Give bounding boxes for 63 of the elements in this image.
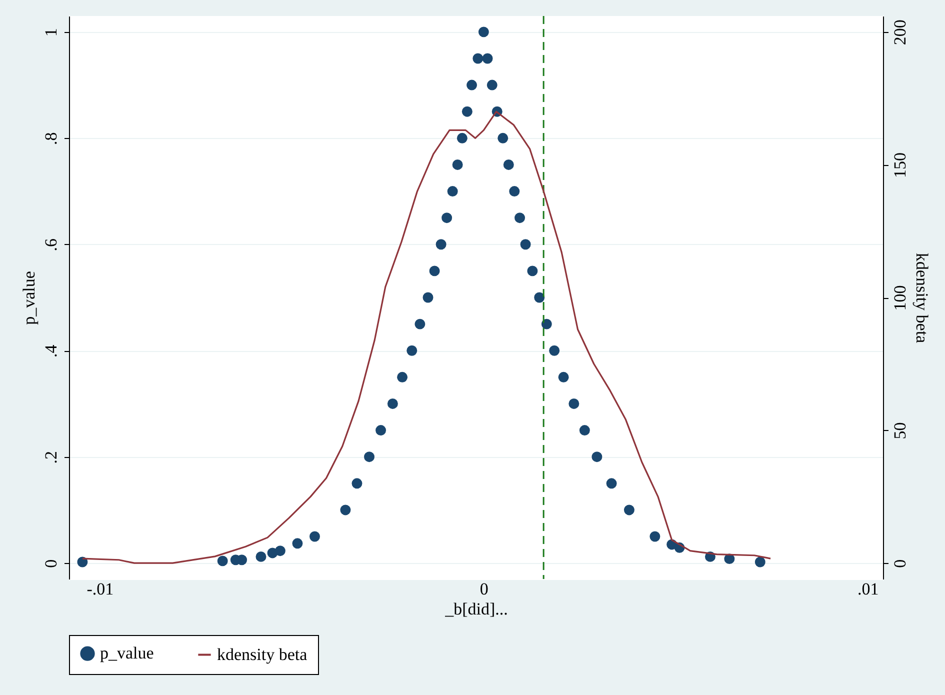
point [498, 132, 508, 144]
point [472, 53, 484, 64]
point [217, 556, 228, 566]
point [414, 318, 426, 330]
point [436, 239, 446, 250]
point [352, 478, 362, 489]
point [309, 531, 320, 542]
y-tick-label: .8 [42, 132, 60, 146]
point [452, 159, 463, 170]
point [549, 345, 560, 356]
point [541, 318, 552, 330]
y-tick-label: .6 [42, 238, 60, 252]
point [397, 372, 408, 382]
point [478, 26, 489, 38]
y-tick-label: .2 [42, 450, 60, 464]
point [534, 292, 545, 303]
point [503, 159, 514, 170]
point [514, 212, 526, 224]
point [509, 186, 520, 197]
y-tick-label: .4 [42, 344, 60, 358]
point [482, 53, 493, 64]
point [486, 80, 498, 90]
point [274, 546, 286, 556]
point [754, 556, 766, 568]
legend-label: p_value [100, 644, 154, 663]
y2-tick-label: 0 [890, 559, 910, 568]
point [442, 212, 452, 224]
legend-label: kdensity beta [217, 644, 308, 664]
point [447, 186, 458, 197]
point [520, 239, 531, 250]
point [256, 551, 266, 562]
y2-tick-label: 200 [890, 20, 910, 46]
point [650, 531, 660, 542]
point [568, 398, 580, 409]
x-tick-label: .01 [858, 580, 879, 598]
point [466, 80, 478, 90]
point [592, 452, 602, 462]
point [558, 372, 569, 382]
point [364, 452, 374, 462]
point [406, 345, 418, 356]
y2-tick-label: 150 [890, 152, 910, 178]
point [292, 538, 303, 549]
point [77, 556, 88, 568]
point [387, 398, 398, 409]
point [579, 425, 590, 436]
x-tick-label: -.01 [86, 580, 114, 598]
point [376, 425, 386, 436]
point [606, 478, 617, 489]
x-tick-label: 0 [480, 580, 488, 598]
point [527, 266, 538, 276]
point [340, 504, 351, 516]
point [462, 106, 472, 117]
point [456, 132, 468, 144]
y2-tick-label: 100 [890, 285, 910, 311]
point [422, 292, 434, 303]
y-tick-label: 0 [42, 559, 60, 568]
y2-axis-title: kdensity beta [912, 252, 932, 344]
y-axis-title: p_value [20, 271, 38, 325]
y-tick-label: 1 [42, 28, 60, 37]
y2-tick-label: 50 [890, 422, 910, 440]
point [624, 504, 634, 516]
point [429, 266, 440, 276]
x-axis-title: _b[did]... [444, 600, 508, 618]
